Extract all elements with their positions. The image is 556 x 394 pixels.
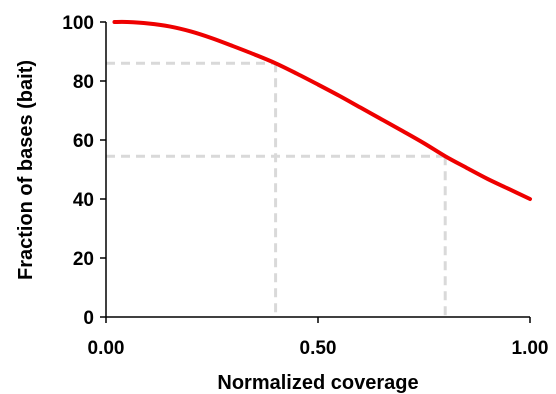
x-tick-label: 0.00 xyxy=(88,338,125,359)
x-tick-labels: 0.00 0.50 1.00 xyxy=(88,317,549,359)
x-axis-title: Normalized coverage xyxy=(217,372,418,394)
x-tick-label: 1.00 xyxy=(512,338,549,359)
series-line xyxy=(112,19,532,201)
y-axis-title: Fraction of bases (bait) xyxy=(15,60,37,280)
series-layer xyxy=(112,19,532,201)
y-tick-label: 80 xyxy=(73,72,94,93)
x-tick-label: 0.50 xyxy=(300,338,337,359)
y-tick-label: 60 xyxy=(73,131,94,152)
y-tick-label: 40 xyxy=(73,190,94,211)
y-tick-label: 100 xyxy=(62,13,94,34)
y-tick-labels: 0 20 40 60 80 100 xyxy=(62,13,106,329)
y-tick-label: 20 xyxy=(73,249,94,270)
y-tick-label: 0 xyxy=(83,308,94,329)
reference-lines xyxy=(106,61,447,317)
